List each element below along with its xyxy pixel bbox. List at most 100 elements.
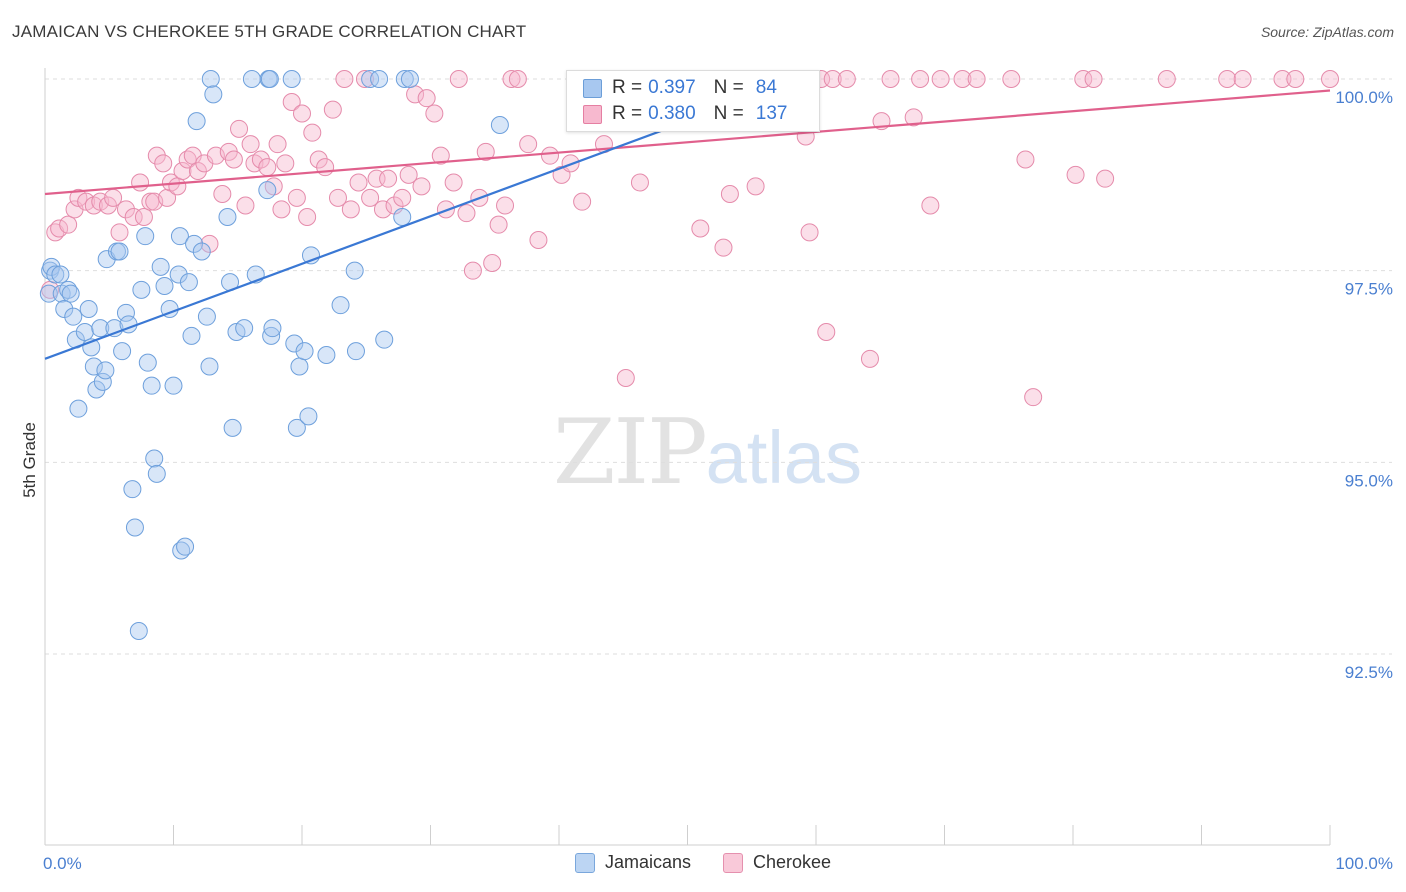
cherokee-point	[399, 165, 418, 184]
cherokee-point	[519, 135, 538, 154]
cherokee-point	[241, 135, 260, 154]
jamaican-point	[125, 518, 144, 537]
legend-r-value: 0.397	[648, 77, 696, 98]
series-label-cherokee: Cherokee	[753, 852, 832, 872]
cherokee-point	[508, 70, 527, 88]
jamaican-point	[116, 303, 135, 322]
y-axis-title: 5th Grade	[20, 422, 39, 498]
jamaican-point	[204, 85, 223, 104]
cherokee-point	[489, 215, 508, 234]
cherokee-point	[349, 173, 368, 192]
cherokee-point	[154, 154, 173, 173]
jamaican-point	[317, 346, 336, 364]
cherokee-point	[1233, 70, 1252, 88]
jamaican-point	[110, 242, 129, 261]
jamaican-point	[79, 300, 98, 318]
cherokee-point	[134, 208, 153, 226]
cherokee-point	[147, 146, 166, 165]
jamaican-point	[169, 265, 188, 284]
cherokee-point	[268, 135, 287, 154]
cherokee-point	[361, 188, 380, 207]
legend-r-value: 0.380	[648, 103, 696, 124]
cherokee-point	[110, 223, 129, 242]
cherokee-point	[463, 261, 482, 280]
jamaican-point	[260, 70, 279, 88]
y-tick-label: 100.0%	[1335, 88, 1393, 107]
cherokee-point	[412, 177, 431, 196]
jamaican-point	[263, 319, 282, 338]
cherokee-point	[335, 70, 354, 88]
series-legend-jamaicans[interactable]: Jamaicans	[574, 852, 691, 873]
cherokee-point	[541, 146, 560, 165]
jamaican-point	[61, 284, 80, 303]
jamaican-point	[155, 277, 174, 295]
jamaican-point	[69, 399, 88, 418]
jamaican-point	[51, 265, 70, 284]
cherokee-point	[714, 238, 733, 257]
jamaican-point	[287, 418, 306, 437]
cherokee-point	[616, 369, 635, 387]
jamaican-point	[75, 323, 94, 341]
jamaican-point	[138, 353, 157, 372]
cherokee-point	[341, 200, 360, 219]
cherokee-point	[425, 104, 444, 123]
watermark: ZIPatlas	[553, 400, 862, 505]
cherokee-point	[276, 154, 295, 173]
cherokee-point	[1218, 70, 1237, 88]
cherokee-point	[881, 70, 900, 88]
cherokee-point	[1024, 388, 1043, 407]
jamaican-point	[262, 326, 281, 345]
jamaican-point	[46, 265, 65, 284]
legend-n-value: 84	[755, 77, 777, 98]
cherokee-point	[293, 104, 311, 123]
legend-r-label: R =	[612, 77, 643, 98]
jamaican-point	[375, 330, 394, 349]
cherokee-point	[436, 200, 455, 219]
jamaican-point	[55, 300, 74, 318]
jamaican-point	[84, 357, 103, 376]
jamaican-point	[164, 376, 183, 395]
cherokee-point	[1084, 70, 1103, 88]
y-tick-label: 97.5%	[1345, 280, 1393, 299]
cherokee-point	[837, 70, 856, 88]
cherokee-point	[116, 200, 135, 219]
jamaican-point	[64, 307, 83, 326]
cherokee-point	[188, 162, 207, 180]
jamaican-point	[490, 116, 509, 134]
cherokee-point	[50, 219, 69, 238]
jamaican-point	[242, 70, 261, 88]
series-swatch-jamaicans	[574, 852, 595, 873]
jamaican-point	[290, 357, 309, 376]
jamaican-point	[346, 342, 365, 361]
jamaican-trend-line	[44, 120, 688, 360]
cherokee-point	[904, 108, 923, 127]
jamaican-point	[331, 296, 350, 315]
cherokee-point	[355, 70, 374, 88]
cherokee-point	[1016, 150, 1035, 169]
jamaican-point	[123, 480, 142, 499]
series-legend-cherokee[interactable]: Cherokee	[723, 852, 831, 873]
jamaican-point	[223, 418, 242, 437]
cherokee-point	[720, 185, 739, 203]
x-tick-label: 100.0%	[1335, 854, 1393, 873]
jamaican-point	[185, 234, 204, 253]
jamaican-point	[285, 334, 304, 353]
cherokee-point	[272, 200, 291, 219]
jamaican-point	[176, 537, 195, 556]
jamaican-point	[400, 70, 419, 88]
legend-n-label: N =	[713, 103, 744, 124]
jamaican-point	[299, 407, 318, 426]
series-label-jamaicans: Jamaicans	[604, 852, 691, 872]
cherokee-point	[230, 119, 249, 138]
cherokee-point	[823, 70, 842, 88]
cherokee-point	[287, 188, 306, 207]
jamaican-point	[179, 273, 198, 292]
cherokee-point	[431, 146, 450, 165]
legend-row-jamaicans: R = 0.397 N = 84	[583, 76, 777, 100]
jamaican-point	[192, 242, 211, 261]
jamaican-point	[39, 284, 58, 303]
jamaican-point	[145, 449, 164, 468]
jamaican-point	[151, 257, 170, 276]
jamaican-point	[200, 357, 219, 376]
